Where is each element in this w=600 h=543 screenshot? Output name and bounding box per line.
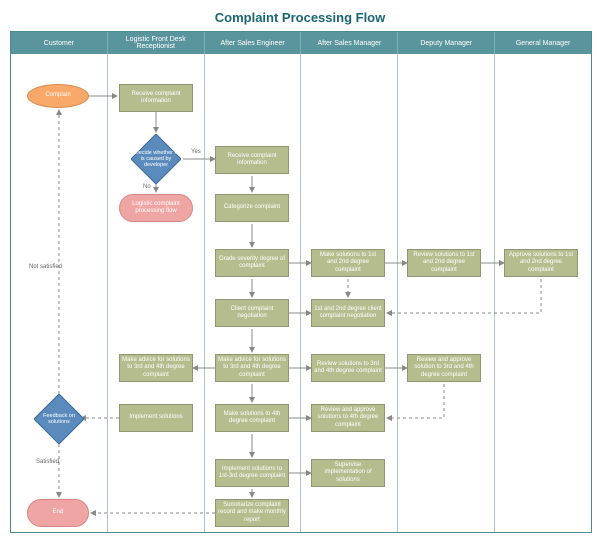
swimlane-diagram: Customer Logistic Front Desk Receptionis… [10, 31, 592, 533]
logistic-flow: Logistic complaint processing flow [119, 194, 193, 222]
supervise: Supervise implementation of solutions [311, 459, 385, 487]
start-complain: Complain [27, 84, 89, 108]
lane-header: Deputy Manager [398, 32, 495, 54]
approve-34: Review and approve solution to 3rd and 4… [407, 354, 481, 382]
advice-34-eng: Make advice for solutions to 3rd and 4th… [215, 354, 289, 382]
label-satisfied: Satisfied [36, 459, 59, 465]
make-solutions-4: Make solutions to 4th degree complaint [215, 404, 289, 432]
end-node: End [27, 499, 89, 527]
receive-complaint-1: Receive complaint information [119, 84, 193, 112]
receive-complaint-2: Receive complaint information [215, 146, 289, 174]
lane-headers: Customer Logistic Front Desk Receptionis… [11, 32, 591, 54]
label-no: No [143, 184, 151, 190]
lane-header: Customer [11, 32, 108, 54]
review-solutions-12: Review solutions to 1st and 2nd degree c… [407, 249, 481, 277]
negotiation-12: 1st and 2nd degree client complaint nego… [311, 299, 385, 327]
categorize: Categorize complaint [215, 194, 289, 222]
lane-header: General Manager [495, 32, 591, 54]
summarize: Summarize complaint record and make mont… [215, 499, 289, 527]
advice-34-recept: Make advice for solutions to 3rd and 4th… [119, 354, 193, 382]
lane-header: After Sales Engineer [205, 32, 302, 54]
decision-feedback: Feedback on solutions [34, 394, 84, 444]
approve-4: Review and approve solutions to 4th degr… [311, 404, 385, 432]
lane-header: Logistic Front Desk Receptionist [108, 32, 205, 54]
grade-severity: Grade severity degree of complaint [215, 249, 289, 277]
implement-solutions: Implement solutions [119, 404, 193, 432]
label-not-satisfied: Not satisfied [29, 264, 62, 270]
label-yes: Yes [191, 149, 201, 155]
nodes-layer: Complain Receive complaint information D… [11, 54, 591, 532]
lane-header: After Sales Manager [301, 32, 398, 54]
review-34: Review solutions to 3rd and 4th degree c… [311, 354, 385, 382]
implement-13: Implement solutions to 1st-3rd degree co… [215, 459, 289, 487]
make-solutions-12: Make solutions to 1st and 2nd degree com… [311, 249, 385, 277]
client-negotiation: Client complaint negotiation [215, 299, 289, 327]
decision-developer: Decide whether it is caused by developer [131, 134, 181, 184]
approve-solutions-12: Approve solutions to 1st and 2nd degree … [504, 249, 578, 277]
diagram-title: Complaint Processing Flow [10, 10, 590, 25]
